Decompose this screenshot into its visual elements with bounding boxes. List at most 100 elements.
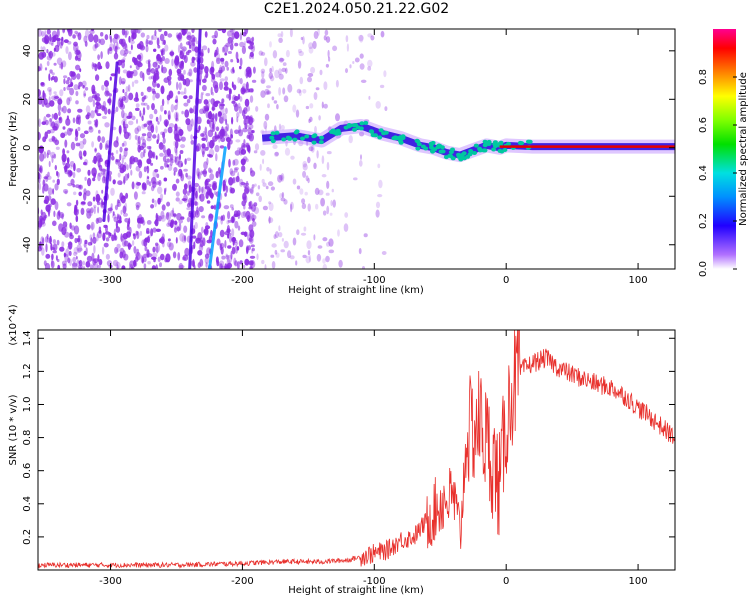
noise-speckle — [145, 59, 151, 65]
noise-speckle — [121, 265, 126, 269]
noise-speckle — [148, 146, 152, 152]
noise-speckle — [227, 219, 232, 223]
noise-speckle — [313, 162, 317, 169]
noise-speckle — [86, 224, 91, 230]
colorbar-ticks: 0.0 0.2 0.4 0.6 0.8 — [698, 69, 737, 277]
noise-speckle — [87, 169, 91, 176]
noise-speckle — [245, 105, 251, 112]
noise-speckle — [229, 29, 234, 33]
noise-speckle — [184, 77, 191, 87]
noise-speckle — [56, 171, 60, 178]
noise-speckle — [159, 114, 162, 122]
noise-speckle — [215, 71, 221, 78]
noise-speckle — [121, 142, 125, 147]
noise-speckle — [244, 98, 250, 107]
spectrogram-noise — [38, 29, 388, 269]
noise-speckle — [302, 170, 307, 178]
noise-speckle — [237, 212, 240, 220]
noise-speckle — [324, 29, 329, 36]
noise-speckle — [212, 114, 215, 123]
noise-speckle — [126, 70, 132, 79]
noise-speckle — [251, 88, 254, 93]
y-tick-label: 1.0 — [22, 397, 33, 413]
noise-speckle — [287, 250, 292, 259]
noise-speckle — [157, 197, 161, 205]
noise-speckle — [189, 79, 193, 83]
noise-speckle — [236, 116, 239, 123]
noise-speckle — [174, 99, 178, 103]
noise-speckle — [112, 259, 119, 267]
noise-speckle — [127, 84, 131, 92]
noise-speckle — [122, 57, 126, 61]
noise-speckle — [150, 162, 154, 166]
noise-speckle — [78, 266, 83, 269]
noise-speckle — [176, 155, 180, 159]
noise-speckle — [199, 108, 205, 115]
noise-speckle — [38, 182, 42, 191]
noise-speckle — [87, 177, 92, 187]
noise-speckle — [45, 243, 48, 253]
noise-speckle — [359, 53, 364, 59]
noise-speckle — [104, 143, 109, 151]
noise-speckle — [201, 186, 204, 193]
noise-speckle — [160, 131, 165, 136]
ridge-blob — [377, 135, 383, 140]
noise-speckle — [182, 188, 188, 195]
noise-speckle — [49, 235, 52, 245]
noise-speckle — [375, 201, 381, 209]
noise-speckle — [146, 179, 150, 186]
noise-speckle — [160, 104, 164, 112]
noise-speckle — [253, 202, 258, 207]
noise-speckle — [46, 29, 51, 35]
noise-speckle — [281, 238, 284, 242]
noise-speckle — [72, 117, 76, 124]
colorbar-label: Normalized spectral amplitude — [738, 72, 749, 226]
noise-speckle — [276, 104, 279, 110]
noise-speckle — [91, 141, 94, 148]
noise-speckle — [40, 82, 45, 86]
noise-speckle — [153, 108, 158, 115]
noise-speckle — [52, 250, 57, 254]
noise-speckle — [252, 218, 255, 222]
noise-speckle — [274, 151, 279, 156]
noise-speckle — [138, 217, 143, 224]
noise-speckle — [232, 159, 236, 166]
noise-speckle — [48, 73, 51, 82]
noise-speckle — [75, 90, 79, 97]
noise-speckle — [62, 29, 66, 34]
noise-speckle — [307, 73, 314, 77]
noise-speckle — [292, 237, 297, 246]
noise-speckle — [178, 129, 184, 136]
noise-speckle — [348, 135, 353, 144]
noise-speckle — [205, 178, 211, 183]
noise-speckle — [156, 37, 160, 46]
noise-speckle — [83, 192, 87, 201]
noise-speckle — [205, 191, 209, 199]
noise-speckle — [130, 169, 133, 176]
noise-speckle — [246, 81, 249, 91]
noise-speckle — [114, 204, 119, 211]
noise-speckle — [271, 243, 277, 248]
noise-speckle — [229, 186, 233, 194]
noise-speckle — [164, 257, 168, 263]
noise-speckle — [112, 179, 116, 185]
noise-speckle — [140, 254, 144, 263]
ridge-blob — [506, 141, 511, 146]
noise-speckle — [165, 211, 172, 221]
noise-speckle — [227, 264, 231, 269]
noise-speckle — [66, 97, 71, 106]
noise-speckle — [204, 146, 209, 151]
colorbar: 0.0 0.2 0.4 0.6 0.8 Normalized spectral ampl… — [698, 29, 749, 277]
noise-speckle — [219, 78, 225, 82]
noise-speckle — [172, 207, 175, 216]
noise-speckle — [40, 46, 43, 51]
noise-speckle — [256, 253, 259, 260]
noise-speckle — [349, 64, 352, 69]
noise-speckle — [117, 199, 121, 204]
noise-speckle — [214, 112, 218, 122]
noise-speckle — [270, 254, 275, 258]
noise-speckle — [284, 147, 291, 156]
noise-speckle — [238, 239, 244, 248]
noise-speckle — [67, 108, 72, 114]
